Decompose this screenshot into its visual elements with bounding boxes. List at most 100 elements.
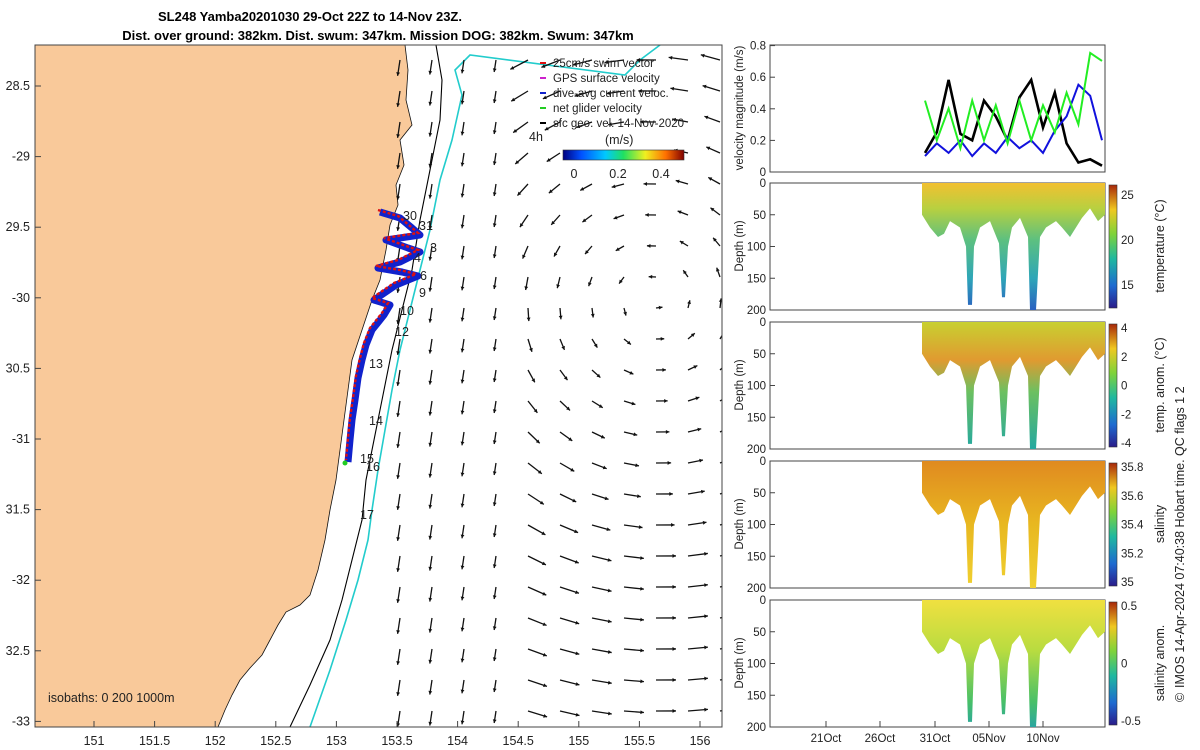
current-arrowhead xyxy=(687,300,691,305)
current-arrowhead xyxy=(626,340,631,345)
current-arrowhead xyxy=(606,527,611,532)
current-arrowhead xyxy=(640,120,644,124)
y-tick-label: -29 xyxy=(12,150,30,164)
colorbar-tick-label: 25 xyxy=(1121,190,1134,202)
depth-ylabel: Depth (m) xyxy=(734,220,746,271)
colorbar-tick-label: 0 xyxy=(1121,659,1127,671)
day-label: 13 xyxy=(369,357,383,371)
current-arrowhead xyxy=(611,184,616,189)
current-arrowhead xyxy=(460,658,465,663)
current-arrowhead xyxy=(574,93,579,98)
current-arrowhead xyxy=(683,270,687,275)
depth-ylabel: Depth (m) xyxy=(734,637,746,688)
section-colorbar xyxy=(1108,184,1118,309)
section-panel-3: 0 50 100 150 200 Depth (m) 35.8 35.6 35.4 35.2 35 s… xyxy=(734,456,1167,595)
current-arrowhead xyxy=(582,218,587,223)
current-arrowhead xyxy=(724,362,728,366)
current-arrow xyxy=(719,710,722,712)
current-arrowhead xyxy=(640,586,644,591)
current-arrowhead xyxy=(510,66,515,70)
depth-tick-label: 100 xyxy=(747,659,766,671)
day-label: 16 xyxy=(366,460,380,474)
current-arrowhead xyxy=(492,688,497,693)
current-arrowhead xyxy=(492,161,497,166)
current-arrowhead xyxy=(704,707,708,712)
colorbar-tick-label: 35 xyxy=(1121,577,1134,589)
current-arrowhead xyxy=(600,434,605,439)
current-arrowhead xyxy=(566,406,571,411)
title-line-2: Dist. over ground: 382km. Dist. swum: 34… xyxy=(122,28,634,43)
current-arrow xyxy=(719,334,722,340)
x-tick-label: 152 xyxy=(205,734,226,748)
colorbar-label: salinity xyxy=(1153,504,1167,543)
current-arrowhead xyxy=(428,256,433,261)
colorbar-label: temperature (°C) xyxy=(1153,199,1167,292)
current-arrowhead xyxy=(672,678,676,682)
current-arrowhead xyxy=(638,89,642,93)
current-arrowhead xyxy=(428,194,433,199)
legend-dive: dive-avg current veloc. xyxy=(553,88,669,100)
current-arrowhead xyxy=(636,494,641,499)
current-arrowhead xyxy=(396,413,401,417)
current-arrowhead xyxy=(513,128,518,133)
current-arrowhead xyxy=(542,591,547,596)
current-arrowhead xyxy=(640,710,644,715)
current-arrowhead xyxy=(460,689,465,694)
current-arrowhead xyxy=(428,535,433,540)
section-data-field xyxy=(922,600,1105,727)
velocity-ticks: 0 0.2 0.4 0.6 0.8 xyxy=(750,41,775,179)
current-arrowhead xyxy=(604,60,609,64)
current-arrowhead xyxy=(640,679,644,684)
current-arrowhead xyxy=(736,550,740,554)
colorbar-tick-label: 2 xyxy=(1121,352,1127,364)
current-arrowhead xyxy=(492,68,497,73)
current-arrowhead xyxy=(729,426,733,429)
current-arrowhead xyxy=(546,158,551,162)
current-arrowhead xyxy=(460,410,465,415)
velocity-ylabel: velocity magnitude (m/s) xyxy=(734,46,746,171)
current-arrowhead xyxy=(574,529,579,534)
current-arrowhead xyxy=(492,440,497,445)
current-arrowhead xyxy=(700,53,705,58)
current-arrowhead xyxy=(662,367,666,372)
current-arrowhead xyxy=(541,64,546,68)
section-colorbar xyxy=(1108,323,1118,448)
section-colorbar xyxy=(1108,462,1118,587)
current-arrowhead xyxy=(492,626,497,631)
current-arrowhead xyxy=(576,124,581,129)
current-arrowhead xyxy=(535,439,540,444)
current-arrowhead xyxy=(640,617,644,622)
current-arrowhead xyxy=(638,525,643,529)
current-arrowhead xyxy=(492,99,497,104)
current-arrowhead xyxy=(396,568,401,572)
current-arrowhead xyxy=(704,676,708,681)
time-tick-label: 05Nov xyxy=(972,733,1005,745)
current-arrowhead xyxy=(396,382,401,386)
depth-tick-label: 0 xyxy=(760,456,766,468)
vel-tick-label: 0.4 xyxy=(750,104,767,116)
colorbar-tick-label: 0.5 xyxy=(1121,601,1137,613)
current-arrowhead xyxy=(428,380,433,385)
current-arrowhead xyxy=(492,223,497,228)
y-tick-label: 28.5 xyxy=(6,79,30,93)
current-arrowhead xyxy=(679,241,684,245)
current-arrowhead xyxy=(541,531,546,535)
current-arrowhead xyxy=(517,191,522,196)
current-arrowhead xyxy=(492,378,497,383)
depth-tick-label: 200 xyxy=(747,722,766,734)
current-arrowhead xyxy=(658,305,663,310)
y-tick-label: 30.5 xyxy=(6,361,30,375)
colorbar-tick-label: 35.2 xyxy=(1121,548,1143,560)
current-arrowhead xyxy=(672,616,676,620)
current-arrowhead xyxy=(640,556,644,560)
x-tick-label: 151.5 xyxy=(139,734,170,748)
current-arrowhead xyxy=(492,719,497,724)
current-arrowhead xyxy=(672,647,676,651)
current-arrowhead xyxy=(695,396,700,401)
time-series-panels: velocity magnitude (m/s) 0 0.2 0.4 0.6 0.8 0… xyxy=(734,41,1167,745)
day-label: 12 xyxy=(395,325,409,339)
current-arrowhead xyxy=(629,370,634,375)
time-label: 4h xyxy=(529,130,543,144)
current-arrowhead xyxy=(492,192,497,197)
current-arrowhead xyxy=(396,72,401,76)
